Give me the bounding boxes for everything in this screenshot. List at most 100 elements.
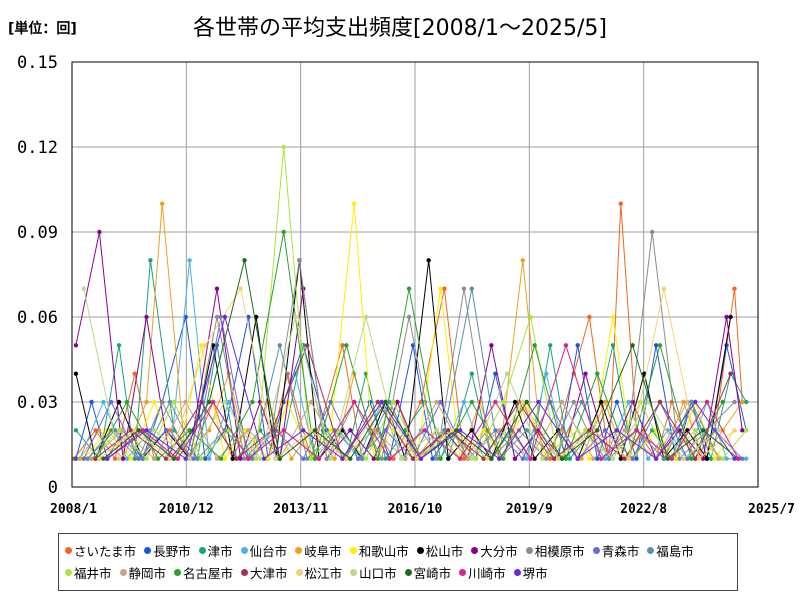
data-point [724,314,729,320]
data-point [524,428,529,433]
legend-label: 名古屋市 [183,565,234,581]
data-point [536,399,541,405]
data-point [614,399,620,405]
data-point [673,456,678,461]
legend-item: 和歌山市 [349,539,409,561]
legend-label: 和歌山市 [358,543,409,559]
data-point [418,456,424,461]
data-point [297,258,302,263]
data-point [732,456,737,461]
legend-marker [647,546,655,554]
data-point [116,399,122,405]
legend-item: さいたま市 [65,539,136,561]
data-point [120,456,126,461]
legend-label: 青森市 [601,543,640,559]
data-point [312,456,318,461]
data-point [681,399,686,405]
data-point [312,428,318,433]
series-line [75,260,747,461]
legend-item: 宮崎市 [404,561,452,583]
legend-label: 津市 [207,543,233,559]
data-point [81,456,87,461]
data-point [689,456,694,461]
data-point [136,428,141,433]
data-point [426,258,431,263]
data-point [144,314,149,320]
data-point [175,456,180,461]
data-point [120,428,126,433]
data-point [89,399,94,405]
data-point [316,456,322,461]
legend-marker [65,546,72,554]
data-point [501,399,506,405]
data-point [693,456,698,461]
y-tick-label: 0.15 [17,53,58,73]
data-point [501,456,506,461]
legend-label: 宮崎市 [413,565,452,581]
data-point [250,399,255,405]
data-point [626,399,631,405]
legend-marker [174,568,182,576]
data-point [630,456,635,461]
data-point [704,456,710,461]
data-point [693,428,698,433]
legend-item: 大分市 [471,539,518,561]
legend-marker [404,568,412,576]
data-point [689,399,694,405]
data-point [646,399,651,405]
data-point [732,399,737,405]
data-point [116,428,122,433]
data-point [214,314,220,320]
plot-frame [71,61,759,488]
data-point [308,456,314,461]
data-point [442,428,447,433]
x-axis: 2008/1 2010/12 2013/11 2016/10 2019/9 2022/8 2… [50,502,795,517]
data-point [391,456,396,461]
data-point [375,456,380,461]
series-11 [89,144,749,461]
legend-item: 福島市 [647,539,694,561]
chart-title: 各世帯の平均支出頻度[2008/1～2025/5] [193,16,607,41]
legend-item: 仙台市 [240,539,288,561]
legend-item: 大津市 [241,561,288,583]
legend: さいたま市 長野市 津市 仙台市 岐阜市 和歌山市 松山市 大分市 相模原市 青森市 福島市 福井市静… [58,533,738,591]
legend-marker [416,546,424,554]
data-point [308,428,314,433]
data-point [156,456,161,461]
data-point [195,456,200,461]
data-point [704,399,710,405]
x-tick-label: 2016/10 [388,502,443,517]
legend-label: 松山市 [425,543,464,559]
series-19 [105,314,737,461]
legend-label: 福島市 [656,543,694,559]
data-point [163,428,169,433]
data-point [552,456,557,461]
data-point [301,456,306,461]
data-point [740,428,745,433]
data-point [473,456,478,461]
data-point [700,456,706,461]
data-point [657,399,663,405]
data-point [457,428,463,433]
data-point [583,428,588,433]
data-point [720,456,725,461]
data-point [101,456,106,461]
grid [72,62,758,487]
data-point [167,399,173,405]
data-point [132,371,137,376]
legend-marker [471,546,479,554]
data-point [160,201,165,206]
legend-marker [295,568,303,576]
data-point [328,456,333,461]
data-point [222,456,228,461]
data-point [646,456,651,461]
data-point [728,371,733,376]
legend-label: 大分市 [480,543,518,559]
legend-item: 相模原市 [525,539,585,561]
data-point [301,428,306,433]
data-point [281,428,286,433]
data-point [446,428,451,433]
legend-label: 仙台市 [249,543,288,559]
data-point [265,456,271,461]
data-point [622,428,627,433]
